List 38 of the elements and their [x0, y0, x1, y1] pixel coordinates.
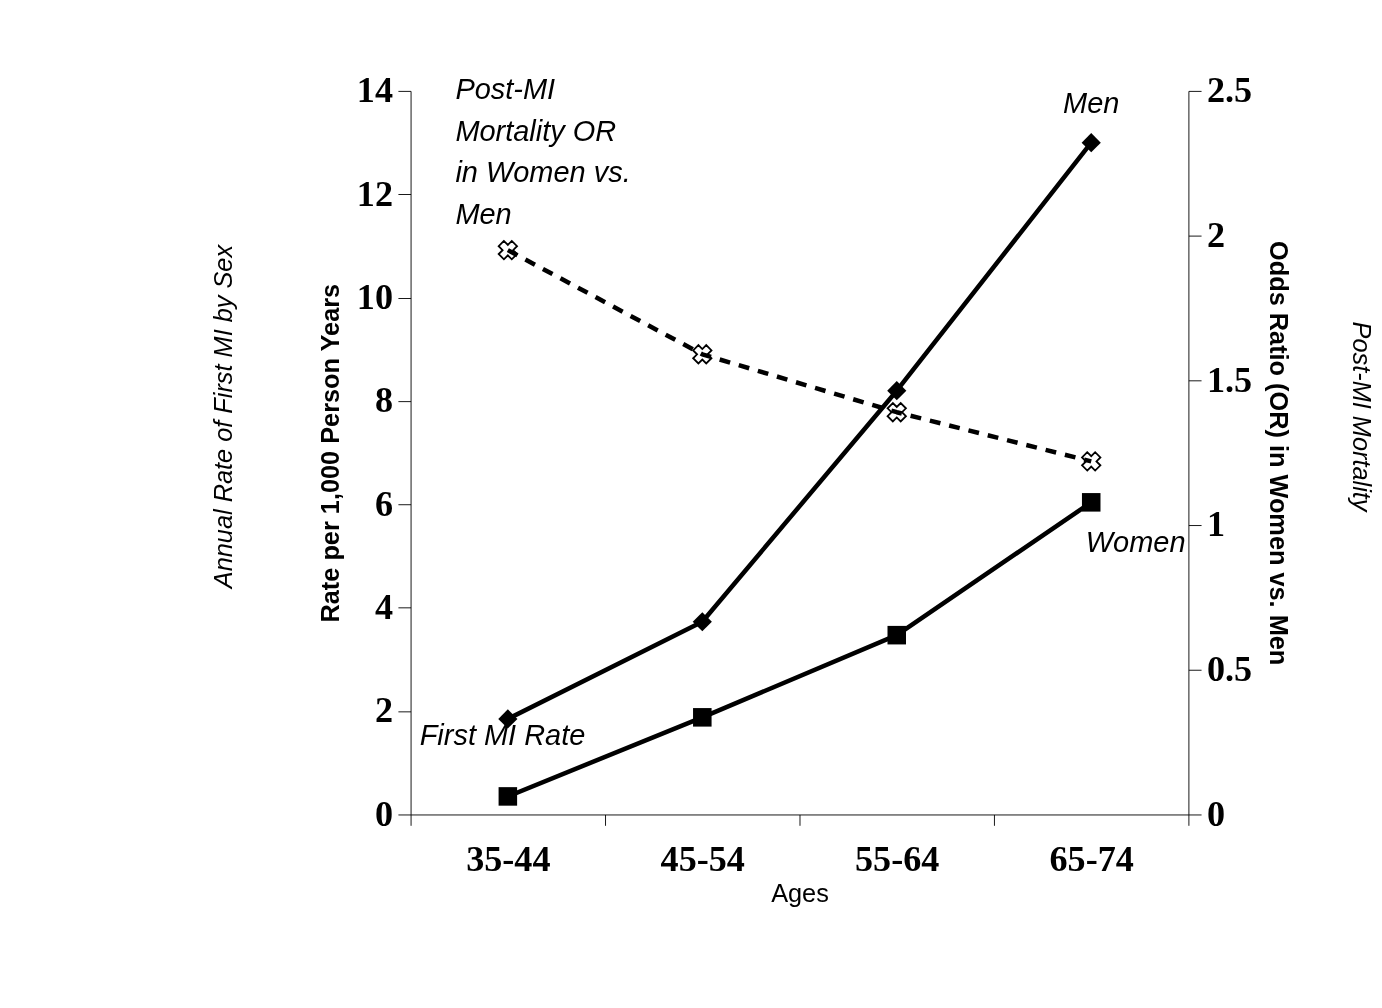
point	[887, 625, 907, 645]
point	[887, 381, 907, 401]
point	[692, 612, 712, 632]
y-tick-label: 0	[374, 793, 393, 834]
x-tick-label: 45-54	[660, 839, 745, 880]
point	[1081, 493, 1101, 512]
y-tick-label: 10	[356, 276, 393, 317]
series-label: Women	[1085, 526, 1186, 559]
y-tick-label: 6	[374, 483, 393, 524]
point	[693, 708, 712, 727]
point	[886, 402, 907, 423]
series-label: Post-MI Mortality OR in Women vs. Men	[455, 73, 631, 230]
x-tick-label: 55-64	[855, 839, 940, 880]
y-tick-label: 4	[374, 587, 393, 628]
point	[692, 344, 713, 365]
y2-tick-label: 1.5	[1206, 359, 1253, 400]
series-label: Men	[1063, 86, 1120, 119]
y-tick-label: 12	[356, 173, 393, 214]
text: Annual Rate of First MI by Sex	[209, 243, 238, 591]
y2-tick-label: 0.5	[1206, 649, 1253, 690]
point	[497, 240, 518, 261]
y2-tick-label: 2	[1206, 214, 1226, 255]
point	[1081, 451, 1102, 472]
x-axis-title: Ages	[771, 878, 829, 907]
annotation: First MI Rate	[419, 718, 586, 751]
point	[498, 787, 518, 806]
y2-tick-label: 1	[1206, 504, 1226, 545]
x-tick-label: 35-44	[466, 839, 551, 880]
x-tick-label: 65-74	[1049, 839, 1134, 880]
y-tick-label: 8	[374, 380, 393, 421]
y2-tick-label: 2.5	[1206, 70, 1253, 111]
point	[1081, 133, 1101, 153]
y-tick-label: 14	[356, 70, 393, 111]
y2-tick-label: 0	[1206, 793, 1226, 834]
y-axis-title: Rate per 1,000 Person Years	[315, 283, 344, 623]
text: Post-MI Mortality	[1348, 321, 1377, 513]
y2-axis-title: Odds Ratio (OR) in Women vs. Men	[1265, 241, 1294, 666]
y-tick-label: 2	[374, 690, 393, 731]
